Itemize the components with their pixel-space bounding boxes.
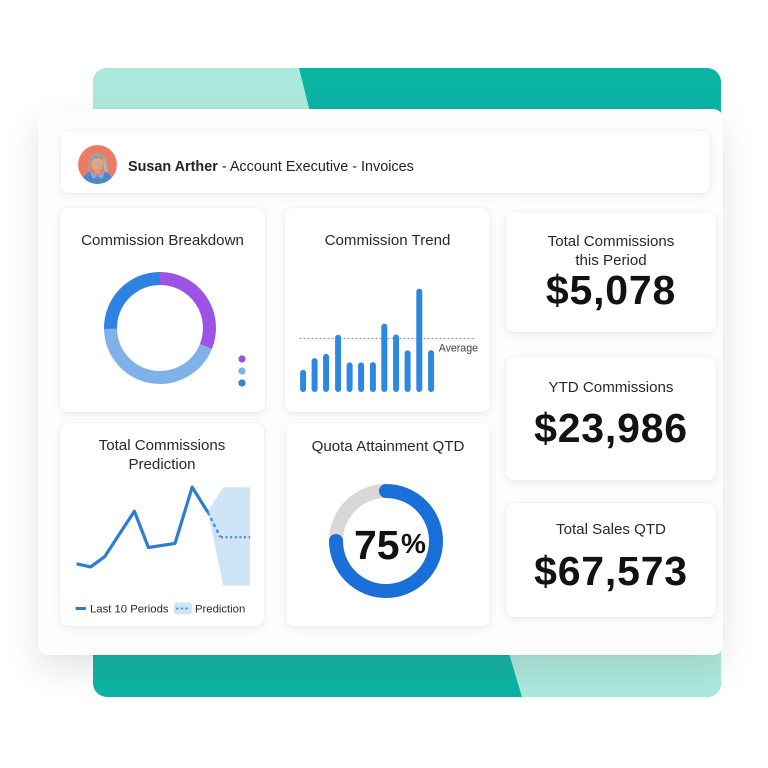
svg-text:Prediction: Prediction: [195, 604, 245, 616]
svg-text:Last 10 Periods: Last 10 Periods: [90, 604, 169, 616]
svg-text:Average: Average: [439, 343, 478, 355]
svg-text:%: %: [401, 528, 426, 559]
svg-text:75: 75: [354, 522, 400, 568]
